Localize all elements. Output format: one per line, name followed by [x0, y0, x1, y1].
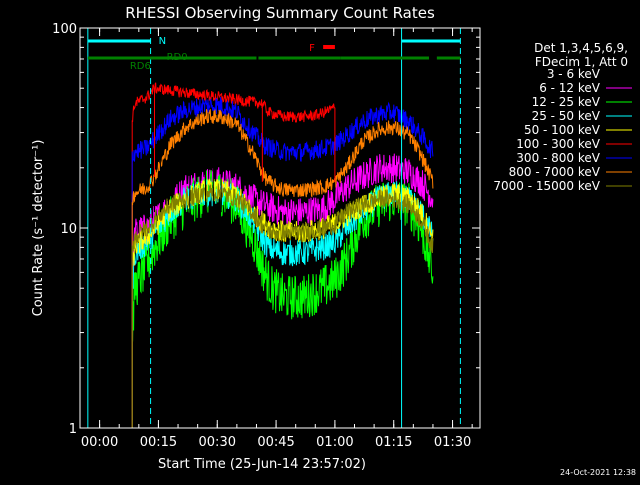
flag-label-night: N — [159, 36, 166, 47]
x-tick-label: 00:30 — [199, 435, 236, 450]
legend-entry-label: 12 - 25 keV — [532, 95, 601, 109]
series-line-5 — [131, 82, 335, 428]
legend-entry-label: 7000 - 15000 keV — [493, 179, 600, 193]
x-tick-label: 00:00 — [81, 435, 118, 450]
plot-area: N F RD0 RD6 1 10 100 00:00 00:15 00:30 00:45 01:00 0… — [52, 22, 481, 450]
legend-entry-label: 800 - 7000 keV — [509, 165, 601, 179]
x-tick-label: 00:15 — [140, 435, 177, 450]
chart-title: RHESSI Observing Summary Count Rates — [125, 4, 435, 22]
legend-entry-label: 6 - 12 keV — [539, 81, 601, 95]
flag-label-rd6: RD6 — [130, 61, 151, 72]
y-tick-label: 10 — [60, 222, 77, 237]
legend-header-fdecim: FDecim 1, Att 0 — [535, 55, 628, 69]
legend-header-detectors: Det 1,3,4,5,6,9, — [534, 41, 628, 55]
legend-entry-label: 50 - 100 keV — [524, 123, 601, 137]
legend: Det 1,3,4,5,6,9, FDecim 1, Att 0 3 - 6 k… — [493, 41, 632, 193]
flag-label-rd0: RD0 — [167, 52, 188, 63]
series-line-1 — [131, 153, 434, 428]
legend-entry-label: 3 - 6 keV — [547, 67, 601, 81]
y-tick-label: 1 — [69, 422, 77, 437]
flag-label-flare: F — [309, 43, 315, 54]
legend-entry-label: 25 - 50 keV — [532, 109, 601, 123]
x-tick-label: 01:00 — [316, 435, 353, 450]
series-line-6 — [131, 96, 434, 428]
series-line-7 — [131, 108, 434, 428]
legend-entry-label: 100 - 300 keV — [516, 137, 600, 151]
x-axis-label: Start Time (25-Jun-14 23:57:02) — [158, 457, 366, 472]
x-tick-label: 00:45 — [257, 435, 294, 450]
legend-entry-label: 300 - 800 keV — [516, 151, 600, 165]
series-group — [131, 82, 434, 428]
y-tick-label: 100 — [52, 22, 77, 37]
x-tick-label: 01:15 — [375, 435, 412, 450]
x-tick-label: 01:30 — [434, 435, 471, 450]
series-line-8 — [131, 183, 434, 428]
footer-timestamp: 24-Oct-2021 12:38 — [560, 468, 636, 477]
y-axis-label: Count Rate (s⁻¹ detector⁻¹) — [31, 140, 46, 317]
